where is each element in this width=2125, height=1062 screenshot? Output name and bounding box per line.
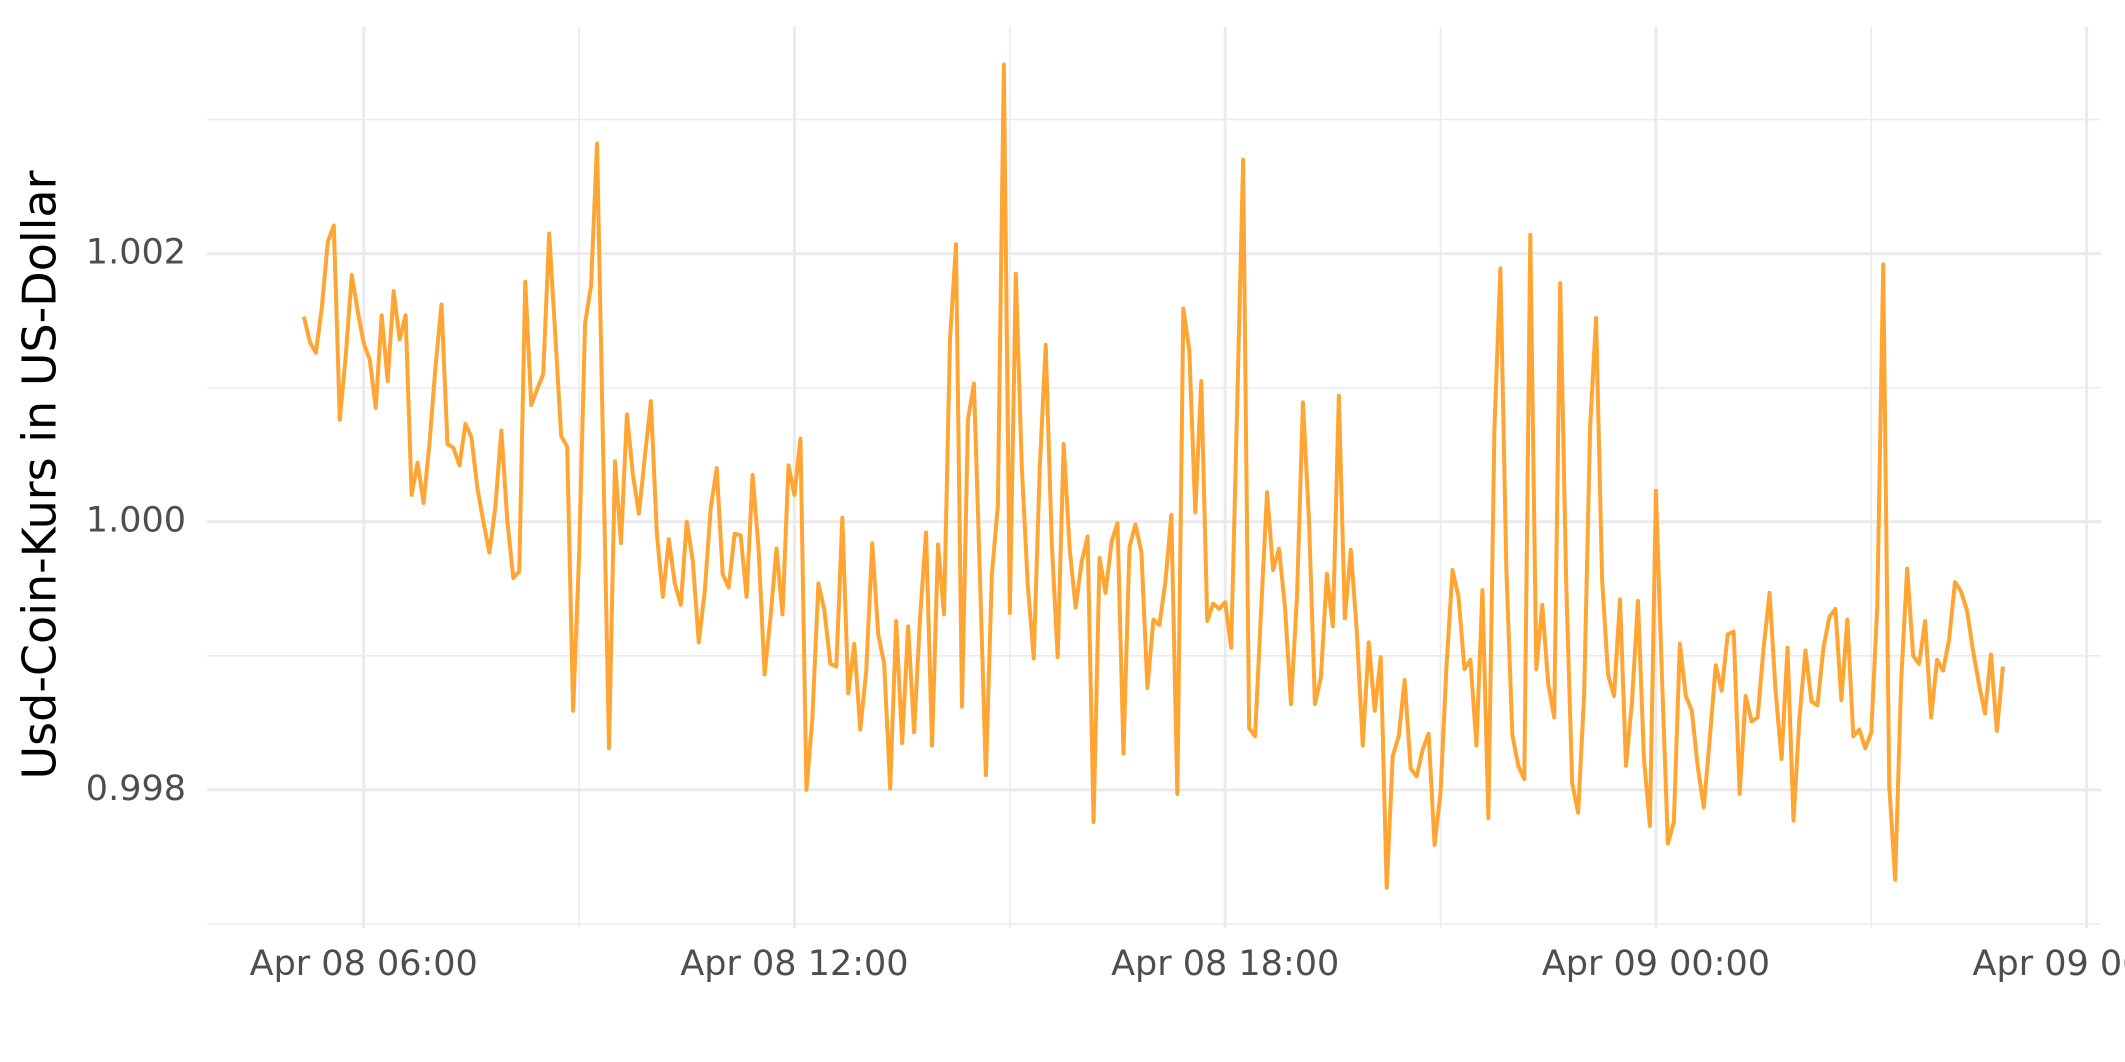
y-tick-label: 1.002: [86, 233, 186, 273]
price-line: [301, 62, 2005, 890]
y-axis-title: Usd-Coin-Kurs in US-Dollar: [13, 170, 67, 779]
y-tick-label: 1.000: [86, 501, 186, 541]
x-tick-label: Apr 08 18:00: [1111, 944, 1339, 984]
y-tick-label: 0.998: [86, 769, 186, 809]
x-tick-label: Apr 09 06:00: [1973, 944, 2125, 984]
grid: [207, 27, 2101, 928]
x-tick-label: Apr 09 00:00: [1542, 944, 1770, 984]
x-tick-label: Apr 08 06:00: [250, 944, 478, 984]
x-tick-label: Apr 08 12:00: [680, 944, 908, 984]
plot-area: [301, 62, 2005, 890]
